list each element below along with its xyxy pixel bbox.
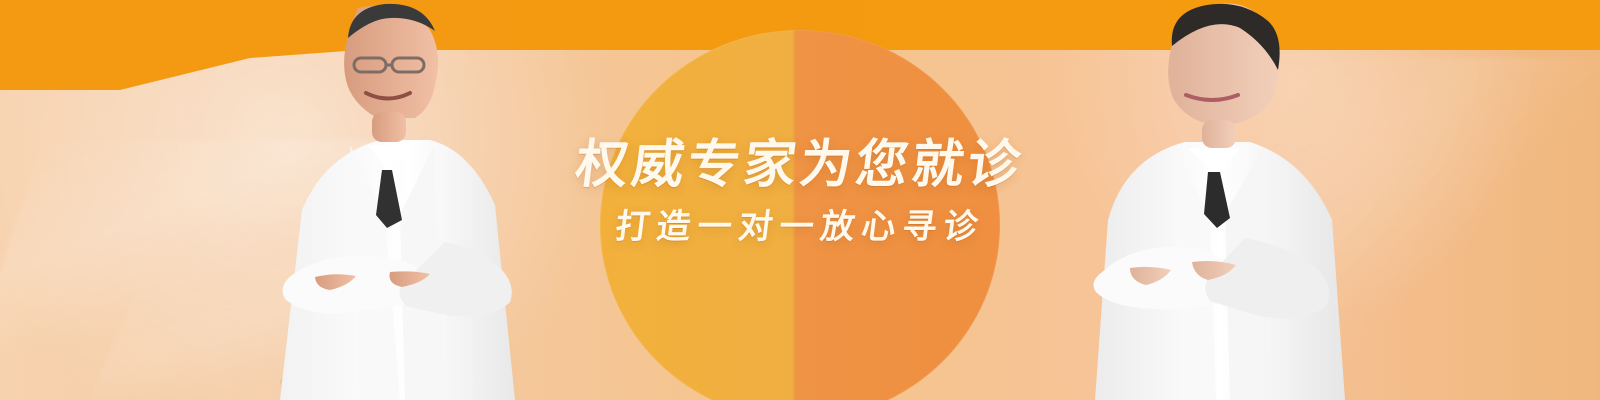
center-circle-backdrop: [600, 30, 1000, 400]
left-hand-1: [389, 271, 430, 287]
tie-icon: [376, 170, 402, 228]
right-hand-1: [1192, 261, 1236, 280]
left-shirt-collar: [368, 145, 410, 170]
right-tie-icon: [1204, 172, 1230, 228]
female-hair: [1171, 3, 1280, 70]
left-hand-2: [315, 274, 356, 290]
right-crossed-arm-upper: [1205, 238, 1330, 319]
male-smile: [364, 91, 412, 101]
male-hair: [348, 3, 435, 38]
male-face: [344, 5, 438, 118]
female-doctor-illustration: [1070, 0, 1370, 400]
female-smile: [1184, 93, 1240, 102]
left-crossed-arm-lower: [282, 255, 440, 314]
female-neck: [1202, 120, 1236, 148]
headline-sub: 打造一对一放心寻诊: [613, 206, 988, 247]
right-hand-2: [1130, 266, 1171, 285]
headline-group: 权威专家为您就诊 打造一对一放心寻诊: [520, 134, 1080, 247]
male-doctor-svg: [280, 3, 515, 400]
male-neck: [372, 112, 406, 142]
right-shirt-collar: [1188, 148, 1241, 174]
female-doctor-svg: [1093, 3, 1345, 400]
headline-main: 权威专家为您就诊: [572, 134, 1028, 195]
left-crossed-arm-upper: [399, 242, 512, 317]
male-doctor-illustration: [240, 0, 540, 400]
